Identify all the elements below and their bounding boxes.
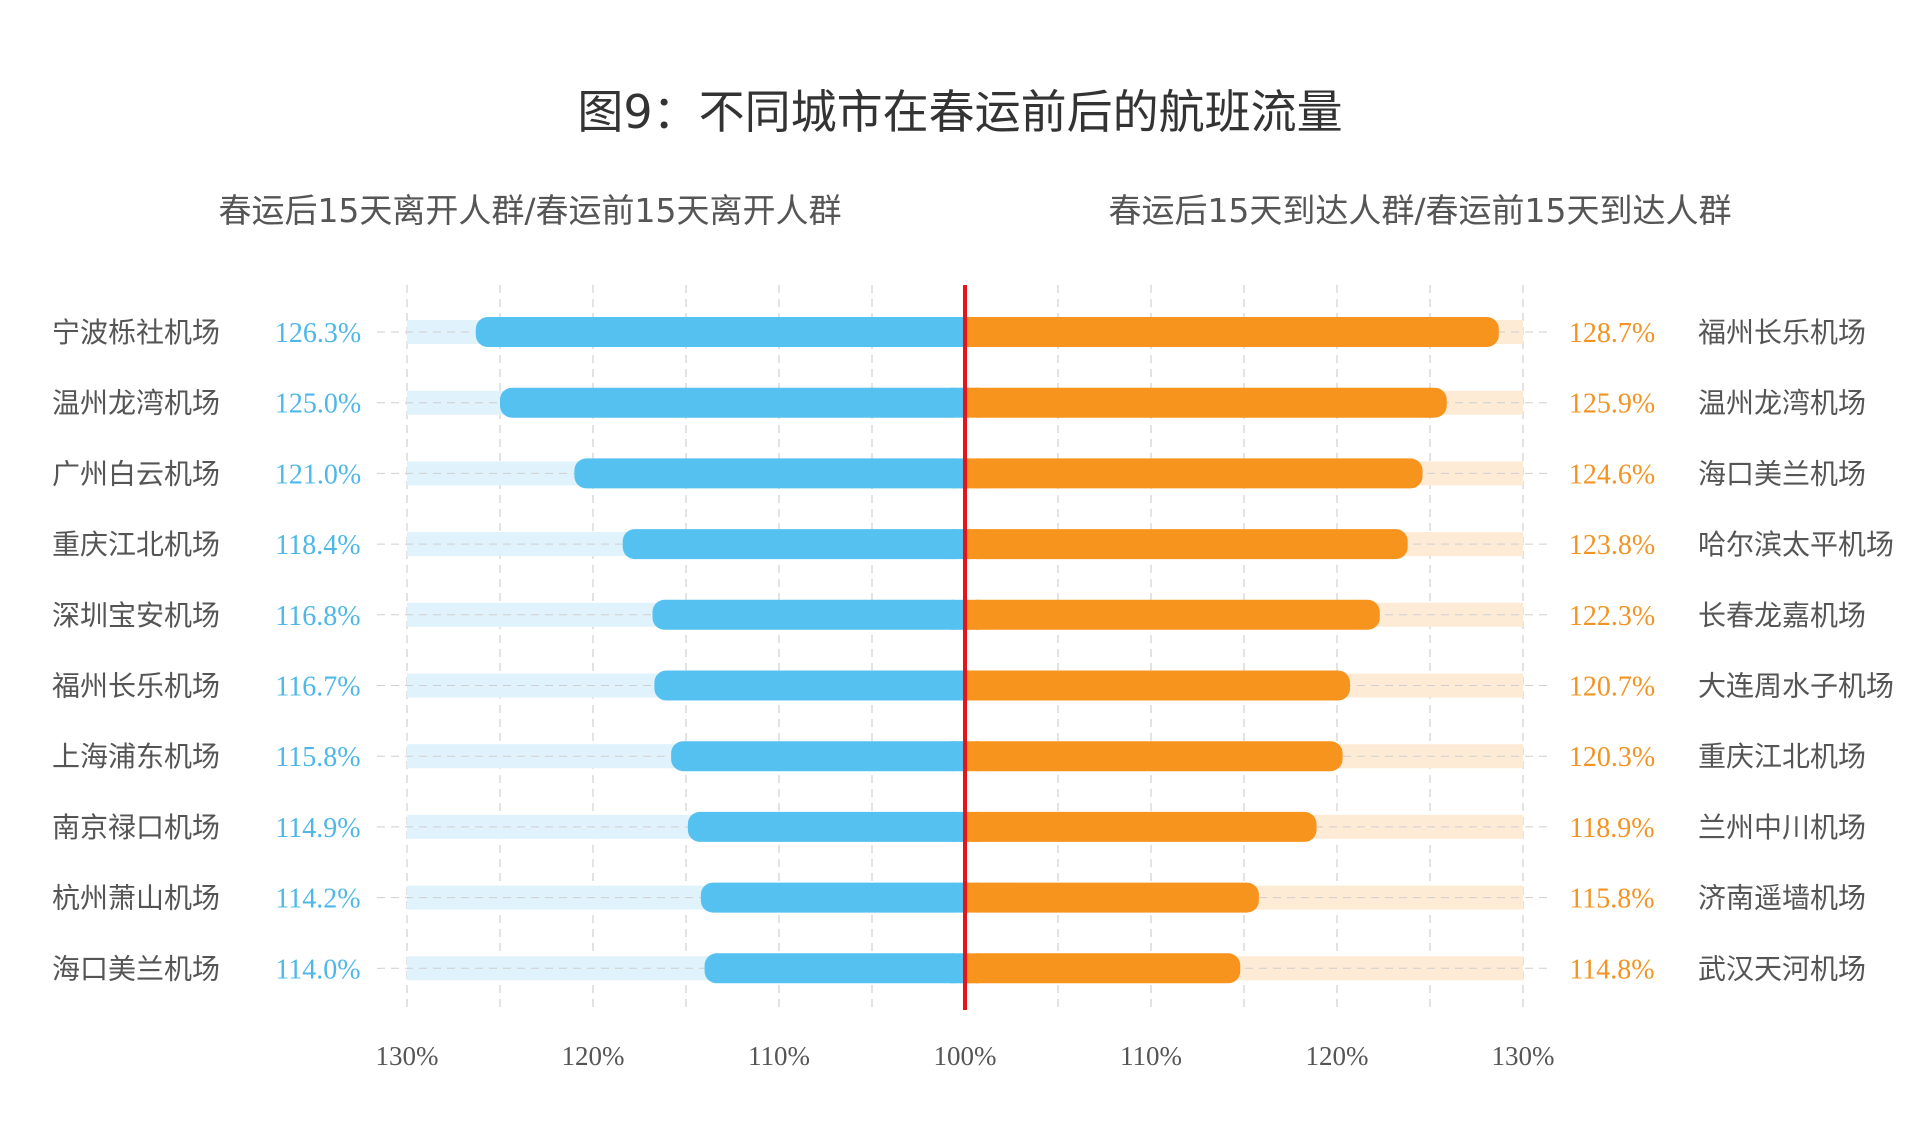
- left-value-label: 125.0%: [275, 389, 361, 420]
- right-airport-label: 大连周水子机场: [1698, 670, 1894, 703]
- right-value-label: 128.7%: [1569, 318, 1655, 349]
- right-airport-label: 长春龙嘉机场: [1698, 599, 1866, 632]
- left-bar-base: [951, 882, 965, 913]
- right-airport-label: 兰州中川机场: [1698, 811, 1866, 844]
- left-airport-label: 上海浦东机场: [52, 740, 220, 773]
- right-airport-label: 济南遥墙机场: [1698, 882, 1866, 915]
- right-bar-base: [965, 529, 979, 560]
- left-value-label: 126.3%: [275, 318, 361, 349]
- left-bar: [700, 882, 965, 913]
- chart-title: 图9：不同城市在春运前后的航班流量: [577, 85, 1342, 139]
- left-airport-label: 南京禄口机场: [52, 811, 220, 844]
- right-bar: [965, 529, 1408, 560]
- left-value-label: 116.8%: [275, 601, 360, 632]
- right-value-label: 120.3%: [1569, 742, 1655, 773]
- left-bar-base: [951, 670, 965, 701]
- left-bar-base: [951, 811, 965, 842]
- right-bar: [965, 953, 1241, 984]
- left-value-label: 114.0%: [275, 954, 360, 985]
- right-bar-base: [965, 882, 979, 913]
- right-bar: [965, 458, 1423, 489]
- right-airport-label: 福州长乐机场: [1698, 316, 1866, 349]
- right-bar: [965, 811, 1317, 842]
- left-airport-label: 福州长乐机场: [52, 670, 220, 703]
- right-bar-base: [965, 670, 979, 701]
- left-bar-base: [951, 599, 965, 630]
- right-bar-base: [965, 741, 979, 772]
- left-bar-base: [951, 317, 965, 347]
- left-airport-label: 宁波栎社机场: [52, 316, 220, 349]
- right-tick-label: 110%: [1120, 1041, 1182, 1071]
- left-bar: [574, 458, 965, 489]
- right-bar: [965, 882, 1259, 913]
- left-bar: [475, 317, 965, 347]
- left-bar: [687, 811, 965, 842]
- right-value-label: 120.7%: [1569, 672, 1655, 703]
- left-bar-base: [951, 529, 965, 560]
- right-airport-label: 武汉天河机场: [1698, 952, 1866, 985]
- left-value-label: 121.0%: [275, 459, 361, 490]
- left-subtitle: 春运后15天离开人群/春运前15天离开人群: [218, 191, 841, 230]
- right-bar-base: [965, 458, 979, 489]
- left-airport-label: 海口美兰机场: [52, 952, 220, 985]
- left-bar: [622, 529, 965, 560]
- right-value-label: 114.8%: [1569, 954, 1654, 985]
- right-tick-label: 130%: [1492, 1041, 1555, 1071]
- tick-label-baseline: 100%: [934, 1041, 997, 1071]
- right-bar-base: [965, 599, 979, 630]
- right-bar: [965, 670, 1351, 701]
- left-bar: [671, 741, 965, 772]
- right-bar: [965, 317, 1499, 347]
- left-value-label: 118.4%: [275, 530, 360, 561]
- right-airport-label: 海口美兰机场: [1698, 457, 1866, 490]
- left-value-label: 114.9%: [275, 813, 360, 844]
- left-bar: [654, 670, 965, 701]
- left-airport-label: 温州龙湾机场: [52, 387, 220, 420]
- right-airport-label: 温州龙湾机场: [1698, 387, 1866, 420]
- right-bar: [965, 599, 1380, 630]
- left-bar-base: [951, 953, 965, 984]
- left-tick-label: 130%: [376, 1041, 439, 1071]
- left-bar-base: [951, 387, 965, 418]
- left-airport-label: 杭州萧山机场: [52, 882, 220, 915]
- left-value-label: 116.7%: [275, 672, 360, 703]
- left-value-label: 115.8%: [275, 742, 360, 773]
- left-series: 126.3% 宁波栎社机场 125.0% 温州龙湾机场 121.0% 广州白云机场 118.…: [52, 316, 965, 985]
- right-value-label: 123.8%: [1569, 530, 1655, 561]
- right-bar-base: [965, 811, 979, 842]
- x-axis-ticks: 130% 120% 110% 100% 110% 120% 130%: [376, 1041, 1555, 1071]
- left-bar: [704, 953, 965, 984]
- right-value-label: 118.9%: [1569, 813, 1654, 844]
- left-airport-label: 广州白云机场: [52, 457, 220, 490]
- right-value-label: 125.9%: [1569, 389, 1655, 420]
- left-bar: [500, 387, 965, 418]
- left-tick-label: 120%: [562, 1041, 625, 1071]
- left-bar-base: [951, 741, 965, 772]
- right-bar-base: [965, 317, 979, 347]
- right-bar: [965, 741, 1343, 772]
- right-bar: [965, 387, 1447, 418]
- right-airport-label: 哈尔滨太平机场: [1698, 528, 1894, 561]
- right-series: 128.7% 福州长乐机场 125.9% 温州龙湾机场 124.6% 海口美兰机场 123.…: [965, 316, 1894, 985]
- right-tick-label: 120%: [1306, 1041, 1369, 1071]
- right-bar-base: [965, 387, 979, 418]
- right-airport-label: 重庆江北机场: [1698, 740, 1866, 773]
- left-airport-label: 深圳宝安机场: [52, 599, 220, 632]
- right-value-label: 115.8%: [1569, 884, 1654, 915]
- left-tick-label: 110%: [748, 1041, 810, 1071]
- right-value-label: 124.6%: [1569, 459, 1655, 490]
- left-airport-label: 重庆江北机场: [52, 528, 220, 561]
- right-value-label: 122.3%: [1569, 601, 1655, 632]
- left-value-label: 114.2%: [275, 884, 360, 915]
- left-bar-base: [951, 458, 965, 489]
- right-bar-base: [965, 953, 979, 984]
- left-bar: [652, 599, 965, 630]
- right-subtitle: 春运后15天到达人群/春运前15天到达人群: [1108, 191, 1731, 230]
